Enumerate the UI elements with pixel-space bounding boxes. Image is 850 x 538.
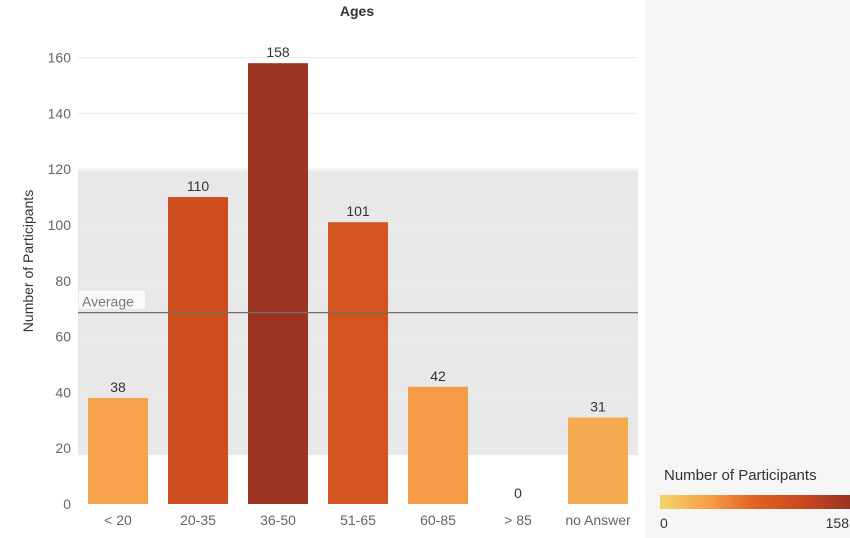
bar <box>408 386 468 504</box>
y-tick-label: 60 <box>55 329 71 345</box>
y-tick-label: 0 <box>63 496 71 512</box>
color-legend-panel: Number of Participants 0 158 <box>645 0 850 538</box>
x-tick-label: 51-65 <box>340 512 376 528</box>
average-line-layer: Average <box>78 290 638 314</box>
x-tick-label: > 85 <box>504 512 532 528</box>
x-tick-label: 60-85 <box>420 512 456 528</box>
y-tick-label: 80 <box>55 273 71 289</box>
x-tick-label: < 20 <box>104 512 132 528</box>
y-axis-label: Number of Participants <box>20 190 36 332</box>
bar <box>568 417 628 504</box>
average-label-background <box>79 290 145 309</box>
color-legend: Number of Participants 0 158 <box>660 467 850 531</box>
x-tick-label: 36-50 <box>260 512 296 528</box>
labels: 0 20 40 60 80 100 120 140 160 38 < 20 110 20-35 158 36… <box>48 44 631 528</box>
bar-value-label: 38 <box>110 379 126 395</box>
bar-value-label: 158 <box>266 44 290 60</box>
y-tick-label: 140 <box>48 105 72 121</box>
bar-value-label: 42 <box>430 368 446 384</box>
average-line-label: Average <box>82 294 134 310</box>
y-tick-label: 40 <box>55 384 71 400</box>
legend-color-ramp <box>660 495 850 509</box>
y-tick-label: 100 <box>48 217 72 233</box>
bars <box>88 63 628 505</box>
y-tick-label: 160 <box>48 50 72 66</box>
bar-value-label: 31 <box>590 399 606 415</box>
bar <box>328 222 388 504</box>
legend-title: Number of Participants <box>664 467 817 484</box>
bar <box>168 197 228 504</box>
bar-value-label: 101 <box>346 203 370 219</box>
y-tick-label: 20 <box>55 440 71 456</box>
bar <box>88 397 148 504</box>
bar-chart: Average 0 20 40 60 80 100 120 140 160 38 < 20 110 20… <box>20 3 638 528</box>
chart-title: Ages <box>340 3 374 19</box>
legend-min-label: 0 <box>660 515 668 531</box>
x-tick-label: 20-35 <box>180 512 216 528</box>
x-tick-label: no Answer <box>565 512 631 528</box>
y-tick-label: 120 <box>48 161 72 177</box>
bar-value-label: 110 <box>187 178 210 194</box>
legend-max-label: 158 <box>826 515 850 531</box>
bar-value-label: 0 <box>514 485 522 501</box>
bar <box>248 63 308 505</box>
